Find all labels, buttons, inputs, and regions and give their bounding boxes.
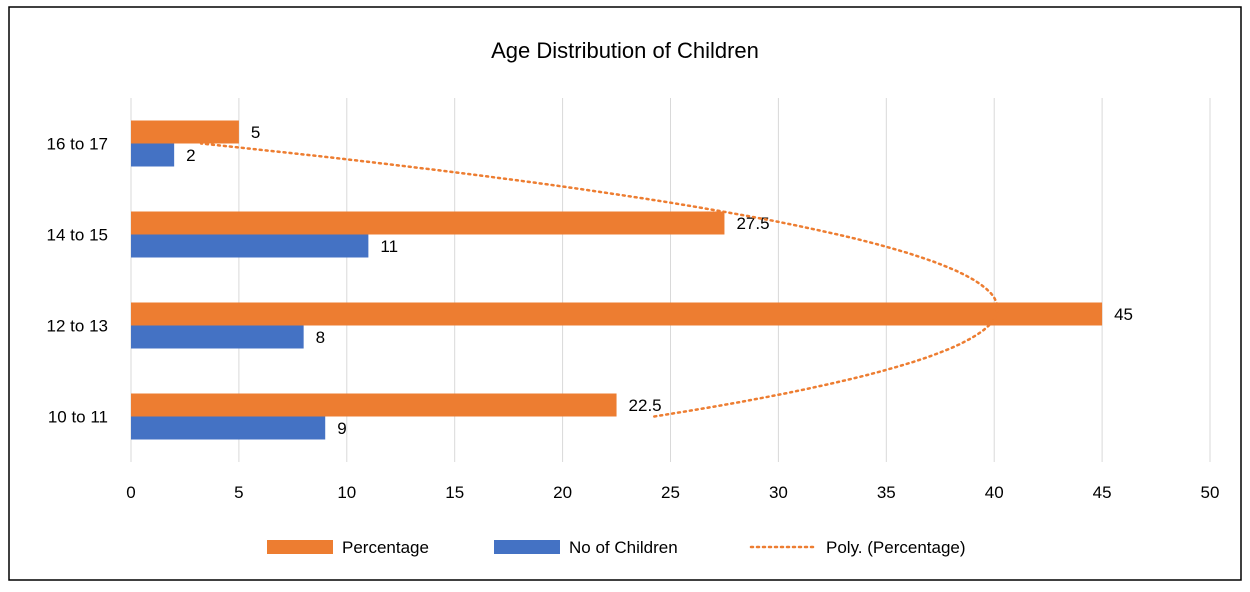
x-tick-label: 0 [126,483,135,502]
bar-no-of-children [131,416,326,440]
bar-no-of-children [131,325,304,349]
category-label: 16 to 17 [47,135,108,154]
bar-no-of-children [131,234,369,258]
data-label: 5 [251,123,260,142]
x-tick-label: 50 [1201,483,1220,502]
x-tick-label: 20 [553,483,572,502]
y-axis-categories: 10 to 11 12 to 13 14 to 15 16 to 17 [47,135,108,427]
bars [131,120,1103,440]
legend-item-percentage: Percentage [267,538,429,557]
data-label: 9 [337,419,346,438]
data-label: 11 [380,237,398,256]
x-tick-label: 35 [877,483,896,502]
chart-border [8,6,1242,581]
bar-percentage [131,393,617,417]
bar-no-of-children [131,143,175,167]
category-label: 14 to 15 [47,226,108,245]
category-label: 10 to 11 [48,408,108,427]
x-axis-ticks: 0 5 10 15 20 25 30 35 40 45 50 [126,483,1219,502]
x-tick-label: 45 [1093,483,1112,502]
gridlines [130,98,1211,462]
legend: Percentage No of Children Poly. (Percentag… [267,538,966,557]
bar-percentage [131,120,239,144]
data-label: 22.5 [629,396,662,415]
legend-label: Percentage [342,538,429,557]
x-tick-label: 15 [445,483,464,502]
legend-label: No of Children [569,538,678,557]
data-label: 45 [1114,305,1133,324]
trendline [199,142,999,418]
bar-percentage [131,302,1103,326]
bar-percentage [131,211,725,235]
legend-label: Poly. (Percentage) [826,538,966,557]
chart-title: Age Distribution of Children [491,38,759,63]
trendline-path [199,142,999,418]
x-tick-label: 25 [661,483,680,502]
x-tick-label: 40 [985,483,1004,502]
x-tick-label: 10 [337,483,356,502]
data-label: 2 [186,146,195,165]
legend-item-trendline: Poly. (Percentage) [749,538,966,557]
x-tick-label: 30 [769,483,788,502]
data-label: 8 [316,328,325,347]
legend-swatch [267,540,333,554]
legend-item-no-of-children: No of Children [494,538,678,557]
category-label: 12 to 13 [47,317,108,336]
x-tick-label: 5 [234,483,243,502]
legend-swatch [494,540,560,554]
